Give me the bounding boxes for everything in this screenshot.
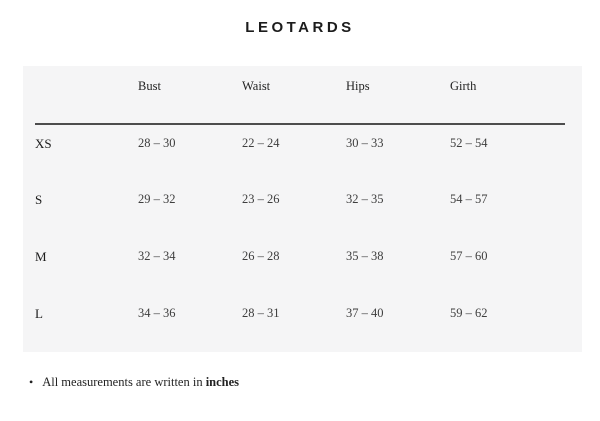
size-label: M bbox=[35, 249, 47, 264]
column-header-bust: Bust bbox=[138, 66, 242, 125]
cell-girth: 59 – 62 bbox=[450, 306, 488, 320]
cell-hips: 35 – 38 bbox=[346, 249, 384, 263]
table-row-xs: XS 28 – 30 22 – 24 30 – 33 52 – 54 bbox=[35, 124, 565, 181]
note-prefix: All measurements are written in bbox=[42, 375, 206, 389]
cell-bust: 34 – 36 bbox=[138, 306, 176, 320]
cell-hips: 37 – 40 bbox=[346, 306, 384, 320]
cell-bust: 32 – 34 bbox=[138, 249, 176, 263]
cell-bust: 29 – 32 bbox=[138, 192, 176, 206]
cell-bust: 28 – 30 bbox=[138, 136, 176, 150]
cell-hips: 32 – 35 bbox=[346, 192, 384, 206]
table-row-s: S 29 – 32 23 – 26 32 – 35 54 – 57 bbox=[35, 181, 565, 238]
table-header-row: Bust Waist Hips Girth bbox=[35, 66, 565, 125]
page-title: LEOTARDS bbox=[245, 19, 355, 36]
column-header-hips: Hips bbox=[346, 66, 450, 125]
cell-waist: 26 – 28 bbox=[242, 249, 280, 263]
size-label: S bbox=[35, 192, 43, 207]
column-header-girth: Girth bbox=[450, 66, 565, 125]
cell-waist: 22 – 24 bbox=[242, 136, 280, 150]
table-row-m: M 32 – 34 26 – 28 35 – 38 57 – 60 bbox=[35, 238, 565, 295]
cell-girth: 57 – 60 bbox=[450, 249, 488, 263]
size-chart-panel: Bust Waist Hips Girth XS 28 – 30 22 – 24… bbox=[23, 66, 582, 352]
cell-waist: 23 – 26 bbox=[242, 192, 280, 206]
size-label: XS bbox=[35, 136, 52, 151]
measurements-note: • All measurements are written in inches bbox=[29, 375, 239, 390]
size-label: L bbox=[35, 306, 43, 321]
bullet-icon: • bbox=[29, 375, 34, 389]
note-emphasis: inches bbox=[205, 375, 240, 389]
table-row-l: L 34 – 36 28 – 31 37 – 40 59 – 62 bbox=[35, 295, 565, 352]
size-table: Bust Waist Hips Girth XS 28 – 30 22 – 24… bbox=[35, 66, 565, 352]
cell-hips: 30 – 33 bbox=[346, 136, 384, 150]
note-text: All measurements are written in inches bbox=[42, 375, 239, 390]
column-header-waist: Waist bbox=[242, 66, 346, 125]
cell-girth: 54 – 57 bbox=[450, 192, 488, 206]
cell-waist: 28 – 31 bbox=[242, 306, 280, 320]
size-column-header bbox=[35, 66, 138, 125]
cell-girth: 52 – 54 bbox=[450, 136, 488, 150]
